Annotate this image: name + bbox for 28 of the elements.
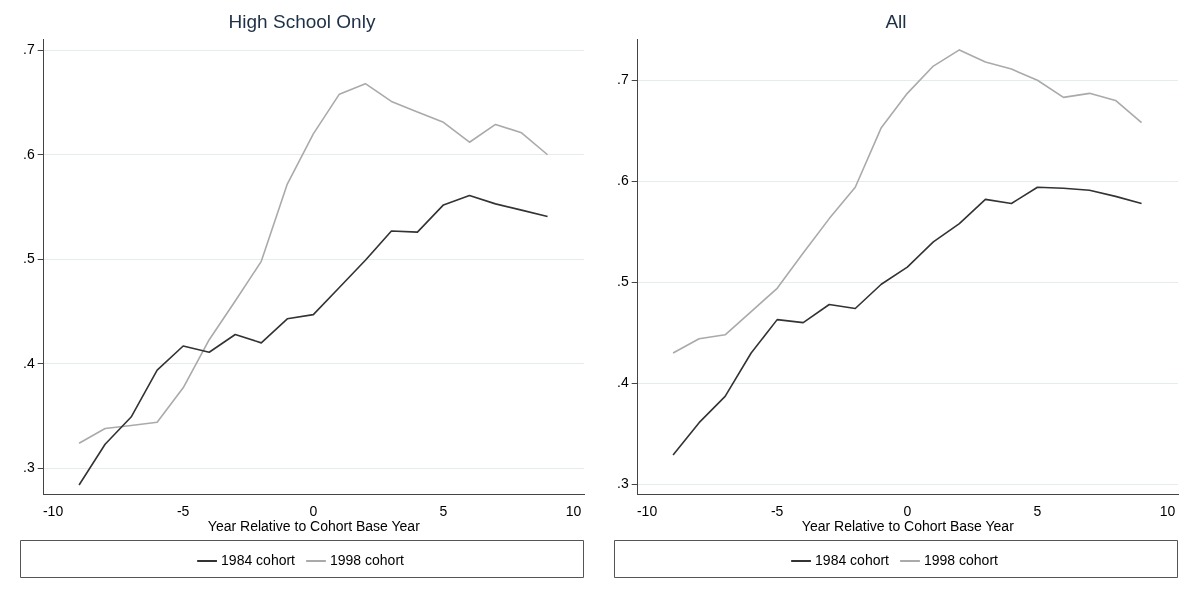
x-tick-label: 0 [903,502,912,519]
legend-label: 1984 cohort [815,551,890,568]
x-tick-label: -10 [42,502,64,519]
chart-title: High School Only [228,10,376,32]
chart-title: All [885,10,907,32]
y-tick-label: .6 [22,145,35,162]
y-tick-label: .7 [22,41,35,58]
legend-label: 1984 cohort [221,551,296,568]
x-tick-label: -5 [770,502,784,519]
y-tick-label: .6 [616,172,629,189]
x-tick-label: -10 [636,502,658,519]
y-tick-label: .3 [22,459,35,476]
x-tick-label: 10 [565,502,582,519]
y-tick-label: .5 [616,273,629,290]
x-tick-label: 5 [1033,502,1042,519]
x-axis-title: Year Relative to Cohort Base Year [801,518,1015,535]
y-tick-label: .5 [22,250,35,267]
legend-label: 1998 cohort [330,551,405,568]
x-tick-label: -5 [176,502,190,519]
x-tick-label: 5 [439,502,448,519]
x-tick-label: 0 [309,502,318,519]
x-tick-label: 10 [1159,502,1176,519]
y-tick-label: .4 [22,354,35,371]
y-tick-label: .3 [616,475,629,492]
legend-label: 1998 cohort [924,551,999,568]
y-tick-label: .7 [616,71,629,88]
y-tick-label: .4 [616,374,629,391]
x-axis-title: Year Relative to Cohort Base Year [207,518,421,535]
